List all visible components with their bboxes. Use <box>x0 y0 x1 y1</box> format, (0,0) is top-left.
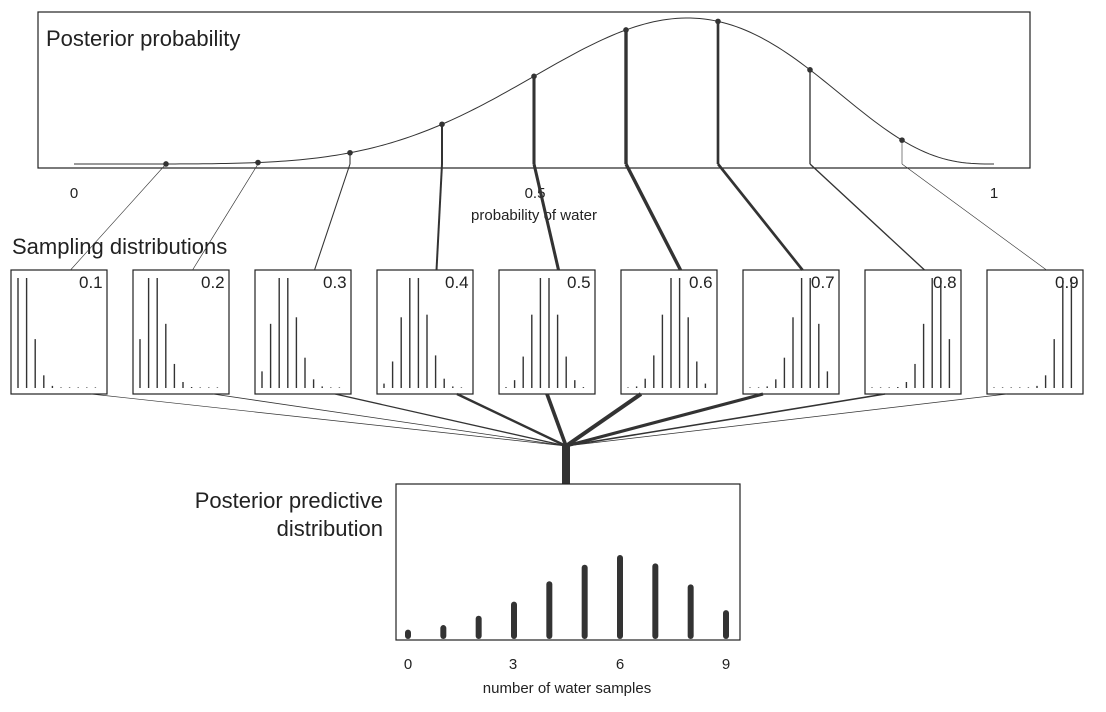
posterior-tick-1: 1 <box>990 185 998 202</box>
predictive-frame <box>395 483 741 641</box>
connector-bottom-0.6 <box>564 392 643 448</box>
sampling-p-label: 0.9 <box>1055 273 1079 292</box>
posterior-point-0.6 <box>623 27 629 33</box>
sampling-p-label: 0.6 <box>689 273 713 292</box>
sampling-frame <box>620 269 718 395</box>
sampling-frame <box>986 269 1084 395</box>
sampling-panel-0.6: 0.6 <box>620 269 718 395</box>
sampling-title: Sampling distributions <box>12 234 227 259</box>
sampling-p-label: 0.8 <box>933 273 957 292</box>
sampling-p-label: 0.5 <box>567 273 591 292</box>
sampling-panel-0.8: 0.8 <box>864 269 962 395</box>
sampling-panels: 0.1 0.2 0.3 0.4 0.5 0.6 0.7 0.8 0.9 <box>10 269 1084 395</box>
connector-top-0.4 <box>435 163 443 271</box>
sampling-frame <box>742 269 840 395</box>
sampling-p-label: 0.7 <box>811 273 835 292</box>
connector-top-0.1 <box>70 163 167 271</box>
predictive-tick-0: 0 <box>404 656 412 673</box>
sampling-panel-0.3: 0.3 <box>254 269 352 395</box>
sampling-panel-0.4: 0.4 <box>376 269 474 395</box>
posterior-point-0.2 <box>255 159 261 166</box>
predictive-tick-6: 6 <box>616 656 624 673</box>
sampling-frame <box>498 269 596 395</box>
sampling-panel-0.2: 0.2 <box>132 269 230 395</box>
sampling-p-label: 0.1 <box>79 273 103 292</box>
sampling-panel-0.1: 0.1 <box>10 269 108 395</box>
sampling-p-label: 0.3 <box>323 273 347 292</box>
predictive-panel: Posterior predictive distribution 0 3 6 … <box>195 483 741 697</box>
posterior-xlabel: probability of water <box>471 207 597 224</box>
predictive-title-line1: Posterior predictive <box>195 488 383 513</box>
sampling-panel-0.9: 0.9 <box>986 269 1084 395</box>
connector-bottom-0.8 <box>565 393 886 447</box>
posterior-point-0.4 <box>439 121 445 128</box>
connector-bottom-0.7 <box>565 392 764 448</box>
predictive-tick-9: 9 <box>722 656 730 673</box>
predictive-title-line2: distribution <box>277 516 383 541</box>
connector-top-0.2 <box>192 163 259 271</box>
connector-top-0.5 <box>532 163 561 271</box>
sampling-frame <box>864 269 962 395</box>
connector-top-0.6 <box>624 163 683 271</box>
connector-top-0.7 <box>716 163 804 271</box>
posterior-point-0.9 <box>899 137 905 143</box>
connector-lines <box>70 18 1047 484</box>
sampling-panel-0.5: 0.5 <box>498 269 596 395</box>
posterior-tick-0: 0 <box>70 185 78 202</box>
sampling-p-label: 0.4 <box>445 273 469 292</box>
predictive-xlabel: number of water samples <box>483 680 651 697</box>
sampling-p-label: 0.2 <box>201 273 225 292</box>
connector-top-0.9 <box>901 163 1047 271</box>
connector-bottom-0.1 <box>90 393 567 447</box>
connector-top-0.8 <box>809 163 925 271</box>
posterior-point-0.3 <box>347 149 353 156</box>
predictive-tick-3: 3 <box>509 656 517 673</box>
posterior-point-0.8 <box>807 67 813 73</box>
posterior-title: Posterior probability <box>46 26 240 51</box>
sampling-panel-0.7: 0.7 <box>742 269 840 395</box>
connector-bottom-0.9 <box>565 393 1008 447</box>
predictive-bars <box>405 555 729 639</box>
connector-bottom-0.5 <box>545 393 568 447</box>
connector-top-0.3 <box>314 163 351 271</box>
connector-bottom-0.4 <box>456 392 567 448</box>
posterior-point-0.5 <box>531 73 537 80</box>
connector-bottom-0.3 <box>334 393 567 447</box>
posterior-point-0.7 <box>715 18 721 25</box>
connector-bottom-0.2 <box>212 393 567 447</box>
